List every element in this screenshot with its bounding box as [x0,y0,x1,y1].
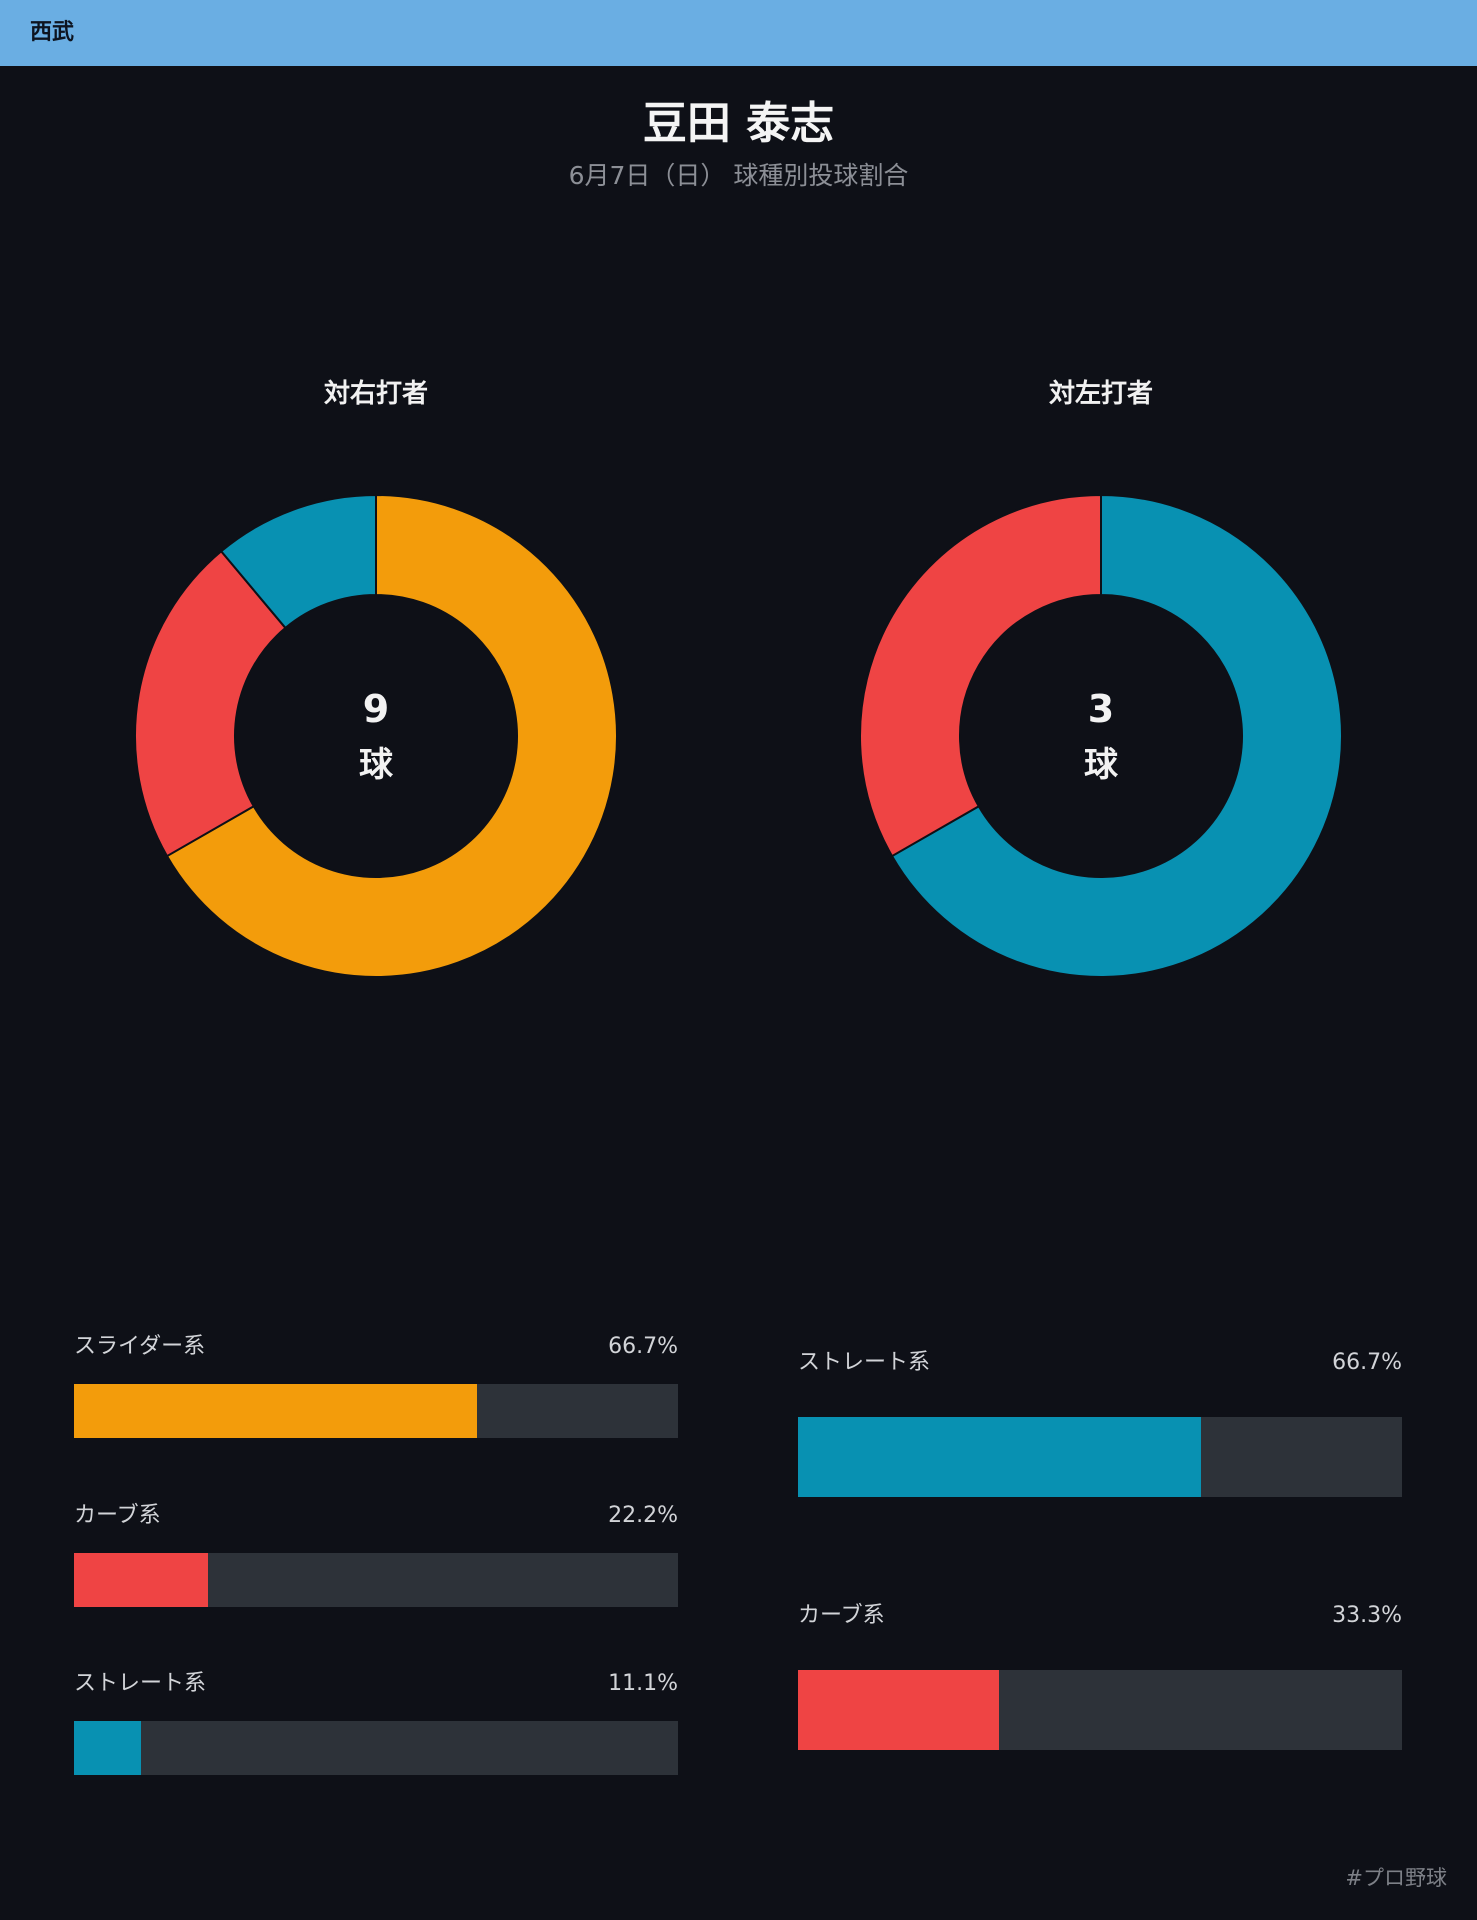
center-unit: 球 [359,745,394,785]
bar-percent-left-1: 33.3% [1332,1603,1402,1628]
bar-fill-right-1 [74,1553,209,1607]
bar-fill-right-0 [74,1384,477,1438]
bar-label-left-0: ストレート系 [798,1350,931,1375]
donut-slice-right-2 [219,493,377,630]
donut-slice-right-1 [134,549,287,858]
center-unit: 球 [1084,745,1119,785]
bar-fill-right-2 [74,1721,142,1775]
donut-charts: 9 球 3 球 [134,493,1343,978]
donut-slice-left-0 [890,493,1343,978]
bar-fill-left-1 [798,1670,1000,1750]
bar-track-left-0 [798,1417,1402,1497]
bar-track-right-1 [74,1553,678,1607]
bar-label-right-1: カーブ系 [74,1503,161,1528]
bar-fill-left-0 [798,1417,1201,1497]
bar-track-left-1 [798,1670,1402,1750]
bar-percent-left-0: 66.7% [1332,1350,1402,1375]
hashtag: #プロ野球 [1345,1866,1447,1890]
donut-slice-left-1 [859,493,1102,858]
header-bar: 西武 [0,0,1477,66]
bar-label-left-1: カーブ系 [798,1603,885,1628]
chart-title-right-batters: 対右打者 [323,379,428,409]
bar-percent-right-2: 11.1% [608,1671,678,1696]
center-count: 3 [1088,687,1114,731]
chart-title-left-batters: 対左打者 [1048,379,1153,409]
donut-slice-right-0 [165,493,618,978]
bar-track-right-0 [74,1384,678,1438]
team-label: 西武 [30,20,75,45]
bar-label-right-2: ストレート系 [74,1671,207,1696]
page-title: 豆田 泰志 [642,98,835,149]
page-subtitle: 6月7日（日） 球種別投球割合 [568,161,909,190]
bar-percent-right-0: 66.7% [608,1334,678,1359]
center-count: 9 [363,687,389,731]
bar-percent-right-1: 22.2% [608,1503,678,1528]
bar-track-right-2 [74,1721,678,1775]
bar-label-right-0: スライダー系 [74,1334,206,1359]
